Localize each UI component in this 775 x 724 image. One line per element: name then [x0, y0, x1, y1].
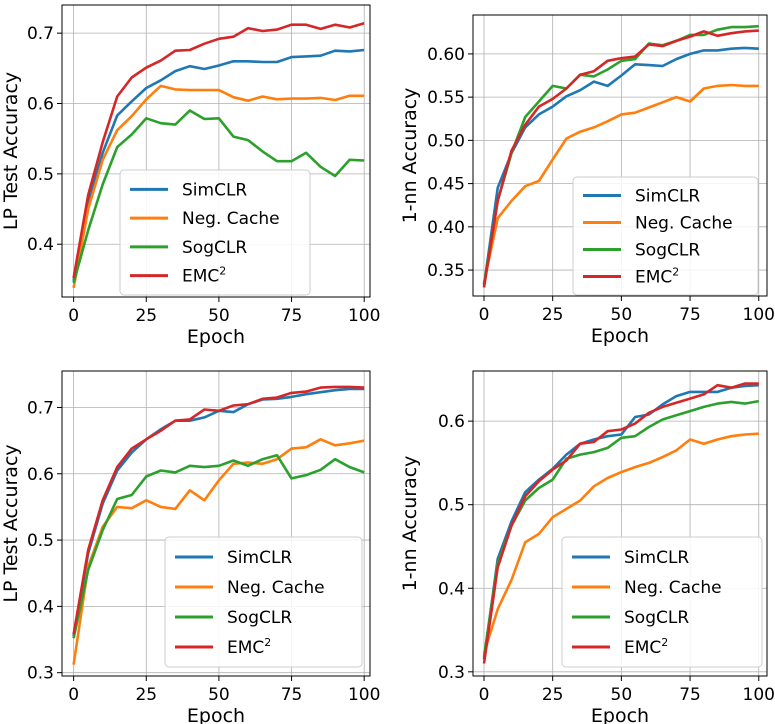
legend-label: EMC2	[624, 636, 668, 658]
chart-panel-4: 0 25 50 75 100 0.3 0.4 0.5 0.6 Epoch 1-nn Accuracy…	[399, 370, 775, 724]
legend-label: SimCLR	[182, 180, 247, 200]
legend-label: Neg. Cache	[227, 578, 325, 598]
x-tick-label: 75	[281, 685, 303, 705]
chart-panel-3: 0 25 50 75 100 0.3 0.4 0.5 0.6 0.7 Epoch LP Test Ac…	[0, 370, 380, 724]
y-tick-label: 0.50	[427, 131, 465, 151]
legend-superscript: 2	[219, 265, 226, 278]
y-tick-label: 0.7	[27, 24, 54, 44]
legend-label: EMC2	[182, 265, 226, 287]
series-line-neg-cache	[72, 84, 365, 289]
legend: SimCLR Neg. Cache SogCLR EMC2	[572, 176, 759, 296]
x-tick-label: 25	[135, 306, 157, 326]
y-tick-label: 0.6	[27, 95, 54, 115]
series-line-sogclr	[72, 109, 365, 284]
y-tick-label: 0.4	[27, 597, 54, 617]
x-tick-label: 50	[611, 305, 633, 325]
y-tick-label: 0.60	[427, 45, 465, 65]
legend-label: SogCLR	[182, 238, 247, 258]
y-tick-label: 0.45	[427, 175, 465, 195]
series-line-sogclr	[482, 399, 760, 657]
series-line-simclr	[482, 383, 759, 660]
y-tick-label: 0.6	[27, 465, 54, 485]
legend-label: Neg. Cache	[635, 214, 733, 234]
y-tick-label: 0.4	[27, 235, 54, 255]
x-tick-label: 100	[743, 685, 775, 705]
x-tick-label: 25	[542, 685, 564, 705]
x-tick-label: 50	[208, 685, 230, 705]
y-tick-label: 0.3	[27, 664, 54, 684]
legend-label: Neg. Cache	[182, 209, 280, 229]
x-tick-label: 25	[542, 305, 564, 325]
x-tick-label: 0	[479, 305, 490, 325]
x-axis-label: Epoch	[187, 705, 245, 724]
x-tick-label: 100	[743, 305, 775, 325]
y-tick-label: 0.5	[27, 165, 54, 185]
legend-label: SogCLR	[635, 241, 700, 261]
legend-box	[572, 176, 759, 296]
x-tick-label: 75	[679, 305, 701, 325]
y-axis-label: LP Test Accuracy	[0, 444, 22, 602]
chart-panel-2: 0 25 50 75 100 0.35 0.40 0.45 0.50 0.55 0.60 Epoch 1…	[399, 14, 775, 347]
y-tick-label: 0.6	[438, 412, 465, 432]
y-tick-label: 0.55	[427, 88, 465, 108]
y-tick-label: 0.5	[27, 531, 54, 551]
legend-superscript: 2	[672, 266, 679, 279]
x-tick-label: 25	[135, 685, 157, 705]
series-line-neg-cache	[482, 432, 759, 654]
legend-superscript: 2	[264, 636, 271, 649]
y-tick-label: 0.3	[438, 663, 465, 683]
y-axis-label: LP Test Accuracy	[0, 72, 22, 230]
legend-superscript: 2	[661, 636, 668, 649]
chart-panel-1: 0 25 50 75 100 0.4 0.5 0.6 0.7 Epoch LP Test Accur…	[0, 4, 380, 348]
series-line-simclr	[72, 48, 365, 282]
x-axis-label: Epoch	[591, 325, 649, 347]
legend-box	[119, 169, 311, 296]
legend-label: SimCLR	[635, 187, 700, 207]
plot-frame	[61, 4, 371, 298]
legend: SimCLR Neg. Cache SogCLR EMC2	[561, 536, 763, 668]
series-line-emc	[72, 22, 365, 279]
legend-label: EMC2	[635, 266, 679, 288]
series-line-sogclr	[482, 24, 759, 285]
legend-box	[561, 536, 763, 668]
legend-label: Neg. Cache	[624, 578, 722, 598]
series-line-neg-cache	[72, 437, 365, 665]
plot-frame	[472, 370, 768, 677]
y-axis-label: 1-nn Accuracy	[399, 456, 421, 592]
series-line-simclr	[482, 46, 759, 286]
x-tick-label: 100	[348, 306, 380, 326]
legend: SimCLR Neg. Cache SogCLR EMC2	[164, 536, 363, 668]
plot-frame	[61, 370, 371, 677]
x-tick-label: 50	[611, 685, 633, 705]
x-tick-label: 100	[348, 685, 380, 705]
x-tick-label: 0	[479, 685, 490, 705]
y-tick-label: 0.5	[438, 496, 465, 516]
series-line-emc	[72, 385, 365, 635]
legend-label: SimCLR	[227, 548, 292, 568]
legend: SimCLR Neg. Cache SogCLR EMC2	[119, 169, 311, 296]
x-tick-label: 75	[679, 685, 701, 705]
x-axis-label: Epoch	[591, 705, 649, 724]
y-tick-label: 0.35	[427, 261, 465, 281]
series-line-neg-cache	[482, 83, 759, 284]
x-tick-label: 50	[208, 306, 230, 326]
x-axis-label: Epoch	[187, 326, 245, 348]
x-tick-label: 75	[281, 306, 303, 326]
series-line-emc	[482, 382, 759, 664]
y-tick-label: 0.40	[427, 218, 465, 238]
legend-box	[164, 536, 363, 668]
legend-label: SogCLR	[624, 608, 689, 628]
plot-frame	[472, 14, 768, 297]
x-tick-label: 0	[68, 685, 79, 705]
legend-label: EMC2	[227, 636, 271, 658]
legend-label: SogCLR	[227, 608, 292, 628]
legend-label: SimCLR	[624, 548, 689, 568]
y-tick-label: 0.4	[438, 579, 465, 599]
y-axis-label: 1-nn Accuracy	[399, 88, 421, 224]
series-line-emc	[482, 29, 759, 288]
series-line-sogclr	[72, 453, 365, 639]
y-tick-label: 0.7	[27, 398, 54, 418]
x-tick-label: 0	[68, 306, 79, 326]
